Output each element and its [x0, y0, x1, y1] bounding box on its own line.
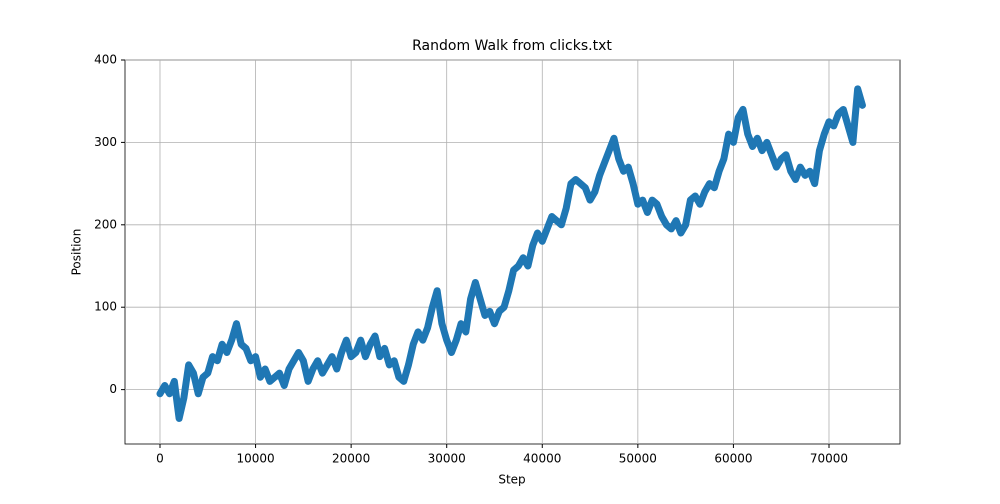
x-tick-label: 50000	[619, 452, 657, 466]
y-tick-label: 400	[94, 53, 117, 67]
x-tick-label: 20000	[332, 452, 370, 466]
plot-frame	[124, 59, 901, 445]
data-line	[156, 85, 866, 422]
chart-title: Random Walk from clicks.txt	[412, 38, 612, 54]
y-axis-label: Position	[70, 229, 84, 276]
x-axis-label: Step	[498, 473, 525, 487]
y-tick-label: 300	[94, 135, 117, 149]
x-tick-label: 40000	[523, 452, 561, 466]
x-tick-label: 10000	[236, 452, 274, 466]
x-tick-label: 60000	[714, 452, 752, 466]
y-tick-label: 0	[109, 382, 117, 396]
y-tick-label: 100	[94, 300, 117, 314]
x-tick-label: 30000	[428, 452, 466, 466]
x-tick-label: 0	[156, 452, 164, 466]
x-tick-label: 70000	[810, 452, 848, 466]
y-tick-label: 200	[94, 217, 117, 231]
